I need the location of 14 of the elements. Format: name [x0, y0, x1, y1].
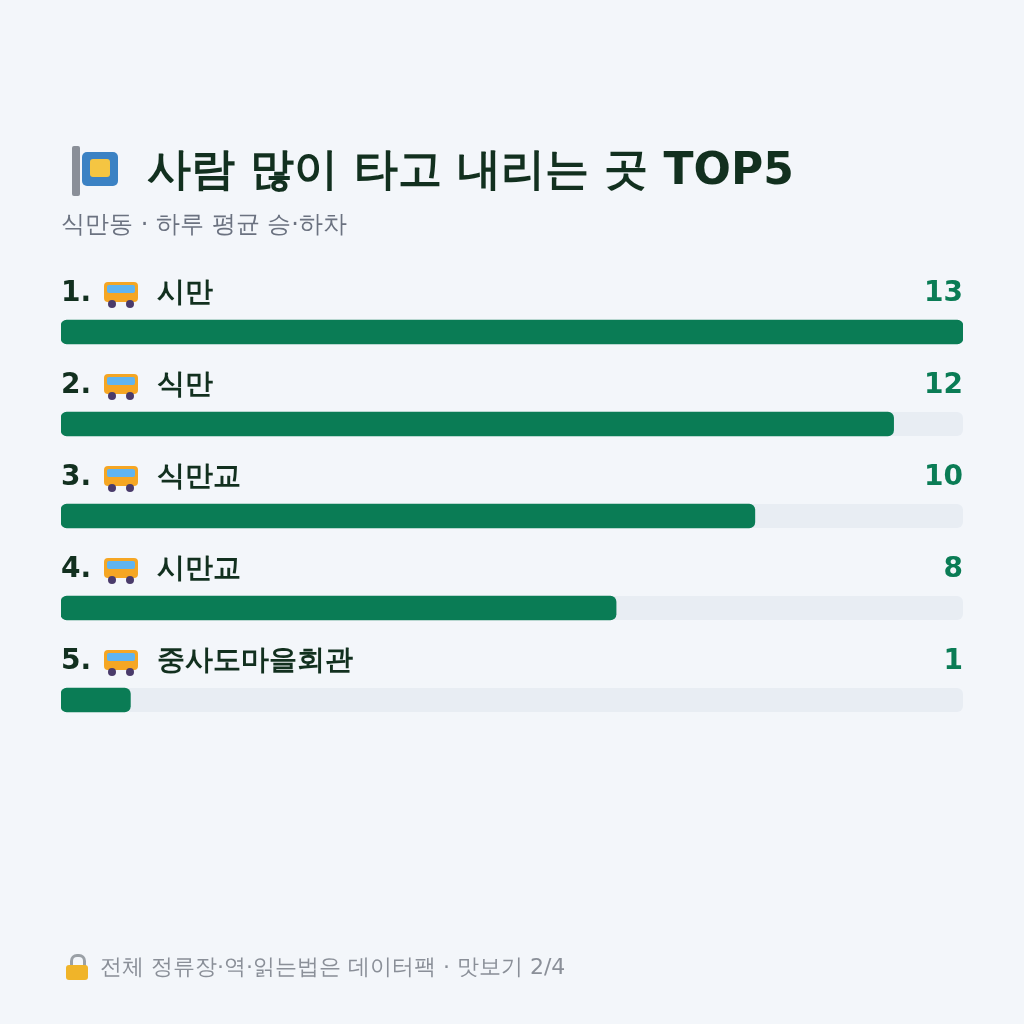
- category-label: 2. 식만: [61, 367, 213, 401]
- data-label: 13: [924, 275, 963, 309]
- chart-title: 사람 많이 타고 내리는 곳 TOP5: [147, 142, 794, 196]
- category-label: 1. 시만: [61, 275, 213, 309]
- chart-subtitle: 식만동 · 하루 평균 승·하차: [61, 209, 347, 240]
- category-label: 5. 중사도마을회관: [61, 643, 353, 677]
- data-label: 10: [924, 459, 963, 493]
- data-label: 12: [924, 367, 963, 401]
- text: 전체 정류장·역·읽는법은 데이터팩 · 맛보기 2/4: [100, 953, 566, 981]
- category-label: 4. 시만교: [61, 551, 241, 585]
- category-label: 3. 식만교: [61, 459, 241, 493]
- data-label: 8: [943, 551, 963, 585]
- bar: [61, 687, 131, 713]
- data-label: 1: [943, 643, 963, 677]
